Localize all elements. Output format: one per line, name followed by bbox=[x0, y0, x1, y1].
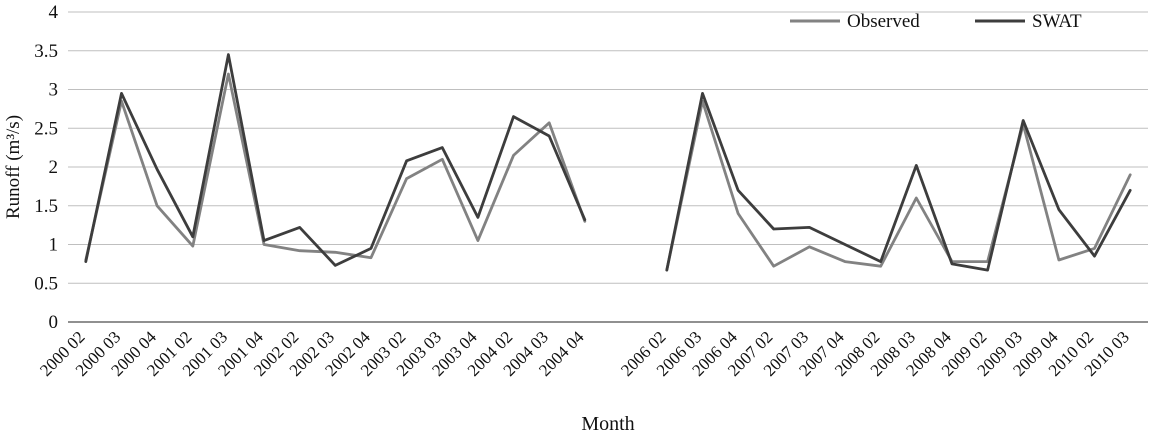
y-tick-label: 0 bbox=[49, 312, 59, 333]
y-tick-label: 1.5 bbox=[34, 196, 58, 217]
y-tick-label: 2 bbox=[49, 157, 59, 178]
gridlines bbox=[68, 11, 1148, 323]
y-tick-label: 1 bbox=[49, 235, 59, 256]
series-swat bbox=[84, 53, 1132, 272]
legend: Observed SWAT bbox=[790, 11, 1082, 32]
legend-item-swat: SWAT bbox=[975, 11, 1082, 32]
y-tick-label: 0.5 bbox=[34, 273, 58, 294]
series-line-swat bbox=[84, 53, 587, 267]
x-axis-title: Month bbox=[581, 413, 634, 435]
series-line-observed bbox=[665, 99, 1132, 272]
y-tick-label: 2.5 bbox=[34, 118, 58, 139]
legend-label-observed: Observed bbox=[847, 11, 920, 32]
y-tick-label: 3 bbox=[49, 80, 59, 101]
y-axis-title: Runoff (m³/s) bbox=[3, 115, 24, 219]
series-line-observed bbox=[84, 72, 587, 262]
series-observed bbox=[84, 72, 1132, 272]
series-line-swat bbox=[665, 92, 1132, 272]
y-tick-label: 4 bbox=[49, 2, 59, 23]
y-axis-tick-labels: 0 0.5 1 1.5 2 2.5 3 3.5 4 bbox=[34, 2, 58, 333]
legend-item-observed: Observed bbox=[790, 11, 920, 32]
legend-label-swat: SWAT bbox=[1032, 11, 1082, 32]
y-tick-label: 3.5 bbox=[34, 41, 58, 62]
